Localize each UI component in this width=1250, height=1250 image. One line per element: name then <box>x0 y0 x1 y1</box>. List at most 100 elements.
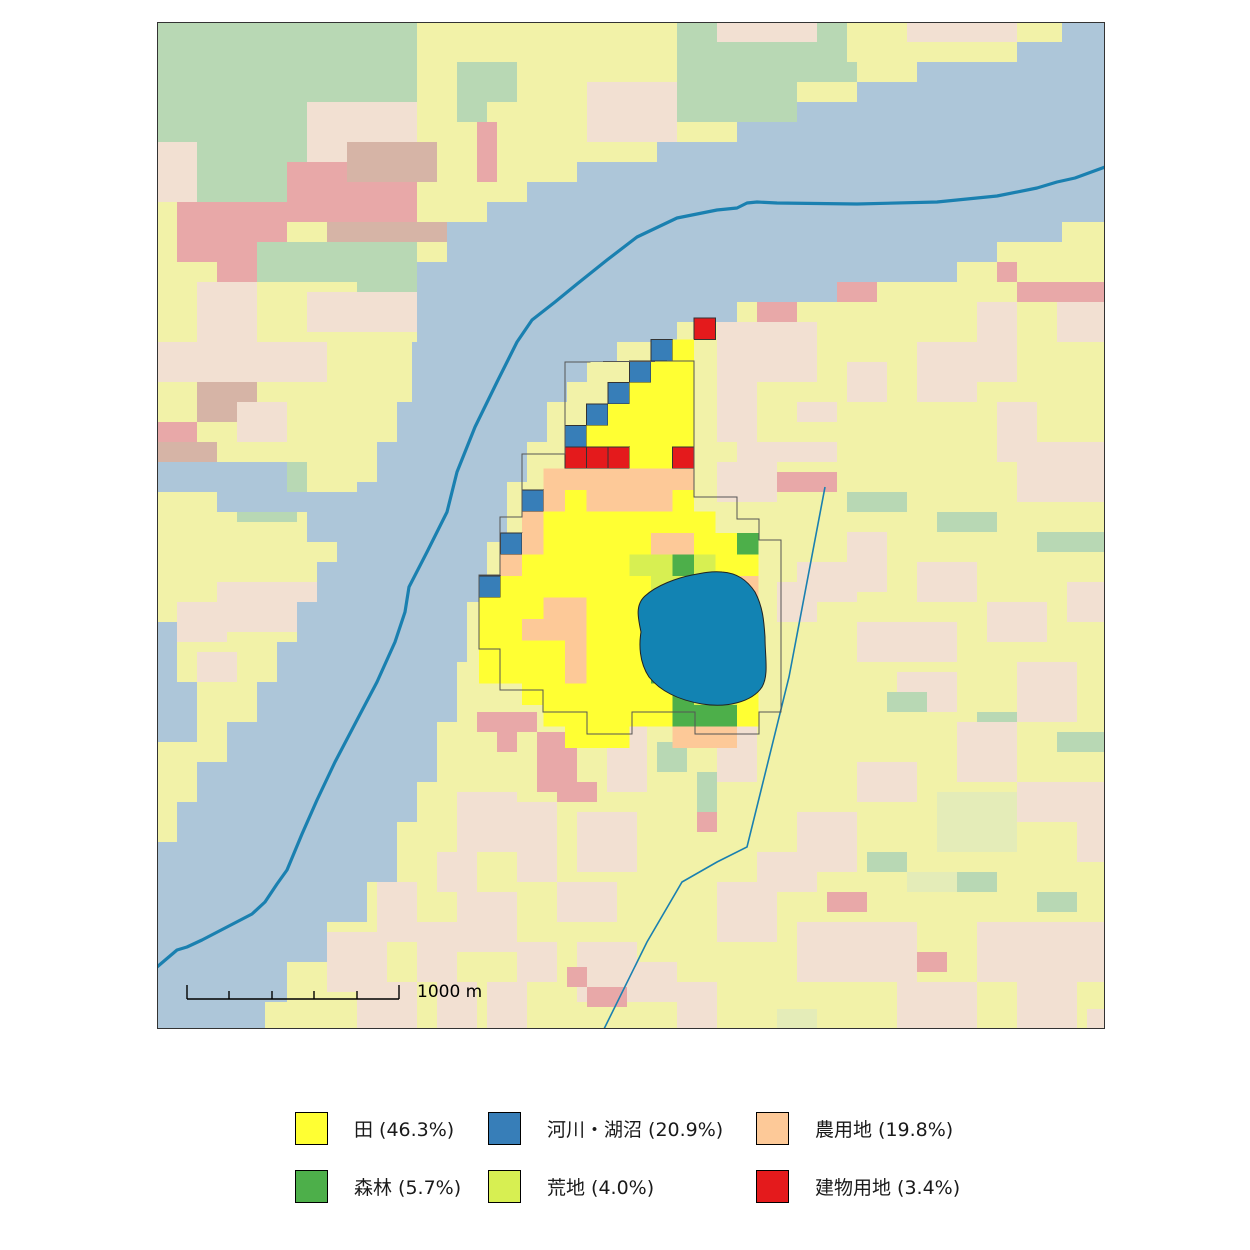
study-area-tiles <box>478 317 782 748</box>
land-use-tile <box>487 982 527 1029</box>
study-tile-paddy <box>608 683 630 705</box>
land-use-tile <box>1017 282 1105 302</box>
study-tile-paddy <box>522 662 544 684</box>
study-tile-paddy <box>651 404 673 426</box>
land-use-tile <box>677 982 717 1029</box>
study-tile-farmland <box>565 662 587 684</box>
legend-item-paddy[interactable]: 田 (46.3%) <box>295 1110 454 1146</box>
legend-label-farmland: 農用地 (19.8%) <box>815 1118 954 1141</box>
study-tile-paddy <box>651 361 673 383</box>
study-tile-farmland <box>651 468 673 490</box>
land-use-tile <box>157 422 197 442</box>
legend-label-forest: 森林 (5.7%) <box>354 1176 462 1199</box>
land-use-tile <box>217 262 257 282</box>
land-use-map <box>157 22 1105 1029</box>
land-use-tile <box>267 282 307 342</box>
study-tile-paddy <box>522 683 544 705</box>
land-use-tile <box>887 692 927 712</box>
legend-item-farmland[interactable]: 農用地 (19.8%) <box>756 1110 953 1146</box>
land-use-tile <box>977 922 1057 982</box>
study-tile-farmland <box>543 597 565 619</box>
legend-item-river-lake[interactable]: 河川・湖沼 (20.9%) <box>488 1110 723 1146</box>
study-tile-paddy <box>543 511 565 533</box>
land-use-tile <box>307 292 417 332</box>
land-use-tile <box>157 522 227 592</box>
study-tile-paddy <box>479 640 501 662</box>
legend-swatch-river-lake <box>488 1111 521 1145</box>
land-use-tile <box>1037 892 1077 912</box>
legend-item-wasteland[interactable]: 荒地 (4.0%) <box>488 1168 654 1204</box>
study-tile-farmland <box>608 490 630 512</box>
study-tile-building <box>586 446 609 469</box>
land-use-tile <box>777 1009 817 1029</box>
study-tile-water <box>500 532 523 555</box>
study-tile-water <box>564 425 587 448</box>
land-use-tile <box>537 22 677 82</box>
study-tile-paddy <box>608 576 630 598</box>
study-tile-paddy <box>543 554 565 576</box>
lake <box>637 571 767 706</box>
study-tile-paddy <box>479 619 501 641</box>
land-use-tile <box>157 222 177 282</box>
land-use-tile <box>477 712 537 732</box>
study-tile-paddy <box>672 425 694 447</box>
study-tile-water <box>478 575 501 598</box>
legend-swatch-building <box>756 1169 789 1203</box>
study-area-outline <box>478 360 782 735</box>
study-tile-paddy <box>715 533 737 555</box>
legend-item-building[interactable]: 建物用地 (3.4%) <box>756 1168 960 1204</box>
river-centerline <box>157 165 1105 969</box>
study-tile-paddy <box>629 382 651 404</box>
study-tile-farmland <box>672 468 694 490</box>
land-use-tile <box>957 872 997 892</box>
study-tile-farmland <box>565 468 587 490</box>
study-tile-paddy <box>629 404 651 426</box>
land-use-tile <box>577 812 637 872</box>
study-tile-paddy <box>629 425 651 447</box>
study-tile-farmland <box>543 490 565 512</box>
study-tile-paddy <box>565 705 587 727</box>
study-tile-paddy <box>608 705 630 727</box>
study-tile-paddy <box>522 640 544 662</box>
study-tile-farmland <box>543 468 565 490</box>
study-tile-farmland <box>672 533 694 555</box>
study-tile-paddy <box>500 662 522 684</box>
land-use-tile <box>1057 442 1105 502</box>
land-use-tile <box>937 792 1017 852</box>
study-tile-paddy <box>522 554 544 576</box>
land-use-tile <box>797 922 877 982</box>
land-use-tile <box>917 342 977 402</box>
study-tile-paddy <box>672 339 694 361</box>
legend-item-forest[interactable]: 森林 (5.7%) <box>295 1168 461 1204</box>
study-tile-farmland <box>586 490 608 512</box>
land-use-tile <box>197 652 237 682</box>
study-tile-farmland <box>565 640 587 662</box>
legend: 田 (46.3%) 河川・湖沼 (20.9%) 農用地 (19.8%) 森林 (… <box>0 1100 1250 1220</box>
study-tile-paddy <box>500 619 522 641</box>
study-tile-paddy <box>479 662 501 684</box>
study-tile-farmland <box>543 619 565 641</box>
land-use-tile <box>1017 982 1077 1029</box>
study-tile-paddy <box>608 597 630 619</box>
study-tile-water <box>607 382 630 405</box>
study-tile-building <box>564 446 587 469</box>
land-use-tile <box>417 22 537 62</box>
land-use-tile <box>177 602 217 642</box>
study-tile-farmland <box>651 533 673 555</box>
study-tile-paddy <box>608 640 630 662</box>
study-tile-paddy <box>672 490 694 512</box>
study-tile-paddy <box>565 576 587 598</box>
land-use-tile <box>717 882 777 942</box>
land-use-tile <box>827 892 867 912</box>
land-use-tile <box>437 982 477 1029</box>
land-use-tile <box>717 322 817 382</box>
study-tile-paddy <box>672 404 694 426</box>
land-use-tile <box>697 772 717 812</box>
study-tile-forest <box>672 705 694 727</box>
study-tile-water <box>629 360 652 383</box>
study-tile-paddy <box>586 705 608 727</box>
land-use-tile <box>777 472 837 492</box>
land-use-tile <box>1017 442 1057 502</box>
study-tile-paddy <box>565 533 587 555</box>
map-panel[interactable] <box>157 22 1105 1029</box>
